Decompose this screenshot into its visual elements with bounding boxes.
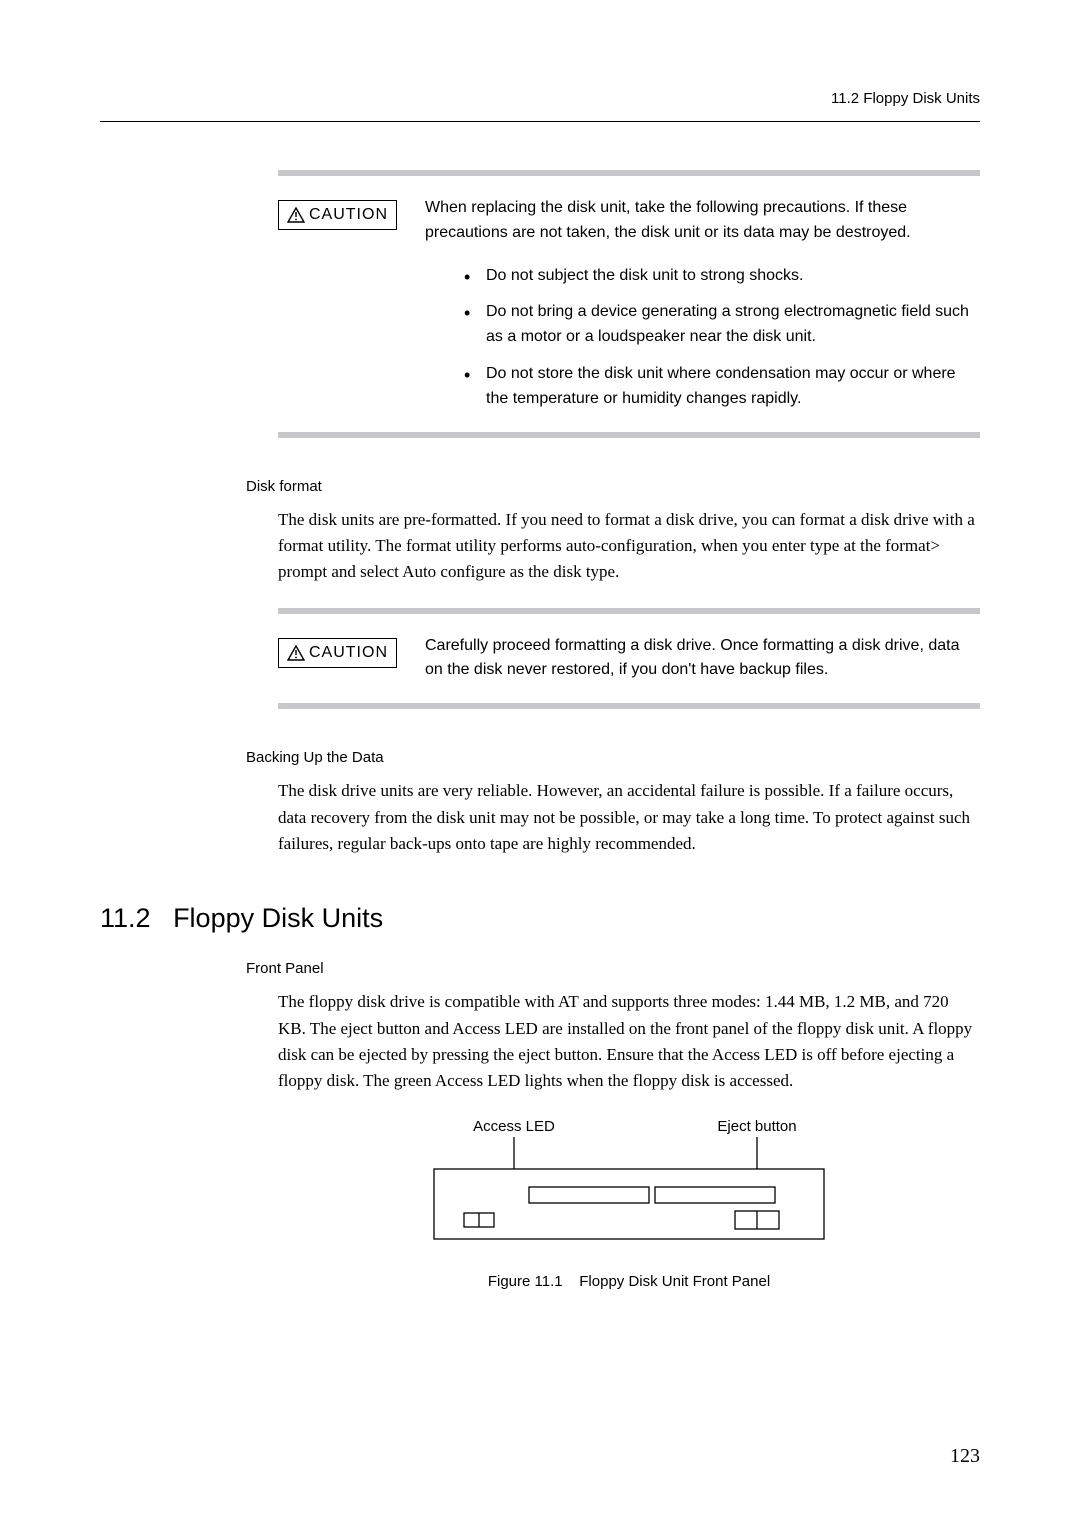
caution-label: CAUTION bbox=[278, 200, 397, 230]
figure-floppy-front-panel: Access LED Eject button Figure 11.1 Flopp… bbox=[278, 1117, 980, 1290]
body-paragraph: The disk units are pre-formatted. If you… bbox=[278, 507, 980, 586]
svg-text:Access LED: Access LED bbox=[473, 1118, 555, 1135]
caution-bar bbox=[278, 703, 980, 709]
figure-caption: Figure 11.1 Floppy Disk Unit Front Panel bbox=[278, 1273, 980, 1290]
svg-text:Eject button: Eject button bbox=[717, 1118, 796, 1135]
page-number: 123 bbox=[950, 1445, 980, 1468]
caution-label-text: CAUTION bbox=[309, 644, 388, 662]
caution-bar bbox=[278, 608, 980, 614]
subheading-front-panel: Front Panel bbox=[246, 960, 980, 977]
caution-bar bbox=[278, 432, 980, 438]
list-item: Do not store the disk unit where condens… bbox=[464, 362, 980, 412]
warning-icon bbox=[287, 207, 305, 223]
subheading-disk-format: Disk format bbox=[246, 478, 980, 495]
caution-label: CAUTION bbox=[278, 638, 397, 668]
list-item: Do not bring a device generating a stron… bbox=[464, 300, 980, 350]
running-head: 11.2 Floppy Disk Units bbox=[100, 90, 980, 107]
caution-box-1: CAUTION When replacing the disk unit, ta… bbox=[278, 170, 980, 438]
header-rule bbox=[100, 121, 980, 122]
section-number: 11.2 bbox=[100, 903, 151, 933]
body-paragraph: The disk drive units are very reliable. … bbox=[278, 778, 980, 857]
caution-text: When replacing the disk unit, take the f… bbox=[425, 196, 980, 246]
caution-label-text: CAUTION bbox=[309, 206, 388, 224]
caution-list: Do not subject the disk unit to strong s… bbox=[448, 264, 980, 412]
body-paragraph: The floppy disk drive is compatible with… bbox=[278, 989, 980, 1094]
caution-text: Carefully proceed formatting a disk driv… bbox=[425, 634, 980, 684]
floppy-diagram: Access LED Eject button bbox=[409, 1117, 849, 1247]
subheading-backup: Backing Up the Data bbox=[246, 749, 980, 766]
section-heading: 11.2 Floppy Disk Units bbox=[100, 903, 980, 934]
section-title: Floppy Disk Units bbox=[173, 903, 383, 933]
list-item: Do not subject the disk unit to strong s… bbox=[464, 264, 980, 289]
caution-box-2: CAUTION Carefully proceed formatting a d… bbox=[278, 608, 980, 710]
warning-icon bbox=[287, 645, 305, 661]
caution-bar bbox=[278, 170, 980, 176]
